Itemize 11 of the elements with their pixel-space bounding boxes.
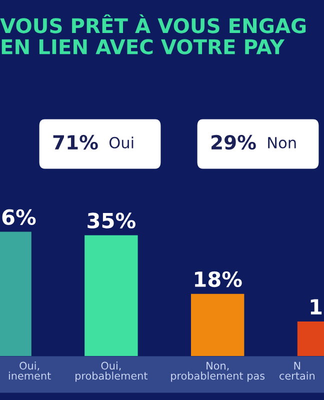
annotation: 6%: [2, 209, 36, 225]
text: 71% Oui: [53, 134, 134, 150]
chart-title: VOUS PRÊT À VOUS ENGAG EN LIEN AVEC VOTRE PAY: [0, 14, 306, 54]
text: 29% Non: [212, 134, 296, 150]
data-label: 18%: [195, 271, 242, 288]
annotation: 1: [310, 299, 322, 314]
x-tick-label: Oui, inement: [8, 362, 51, 380]
x-tick-label: Oui, probablement: [76, 362, 148, 382]
data-label: 35%: [88, 212, 136, 228]
x-tick-label: Non, probablement pas: [171, 362, 265, 382]
x-tick-label: N certain: [280, 362, 314, 380]
